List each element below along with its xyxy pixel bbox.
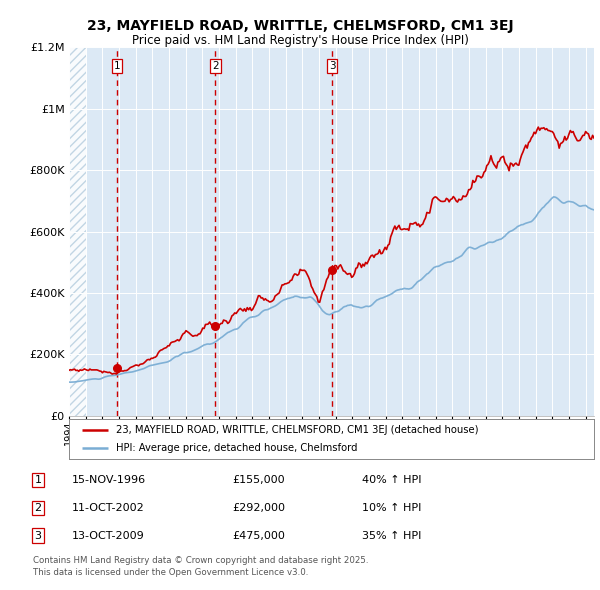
Text: 13-OCT-2009: 13-OCT-2009 [72, 531, 145, 541]
Text: 2: 2 [212, 61, 218, 71]
Text: This data is licensed under the Open Government Licence v3.0.: This data is licensed under the Open Gov… [33, 568, 308, 576]
Text: 1: 1 [35, 475, 41, 485]
Text: Price paid vs. HM Land Registry's House Price Index (HPI): Price paid vs. HM Land Registry's House … [131, 34, 469, 47]
Text: 10% ↑ HPI: 10% ↑ HPI [362, 503, 422, 513]
Text: £475,000: £475,000 [233, 531, 286, 541]
Text: 3: 3 [35, 531, 41, 541]
Text: 40% ↑ HPI: 40% ↑ HPI [362, 475, 422, 485]
Text: £155,000: £155,000 [233, 475, 286, 485]
Text: HPI: Average price, detached house, Chelmsford: HPI: Average price, detached house, Chel… [116, 443, 358, 453]
Text: 2: 2 [35, 503, 41, 513]
Text: Contains HM Land Registry data © Crown copyright and database right 2025.: Contains HM Land Registry data © Crown c… [33, 556, 368, 565]
Text: 11-OCT-2002: 11-OCT-2002 [72, 503, 145, 513]
Text: 35% ↑ HPI: 35% ↑ HPI [362, 531, 422, 541]
Bar [69, 47, 86, 416]
Text: 15-NOV-1996: 15-NOV-1996 [72, 475, 146, 485]
Text: 1: 1 [113, 61, 121, 71]
Text: 3: 3 [329, 61, 335, 71]
Text: 23, MAYFIELD ROAD, WRITTLE, CHELMSFORD, CM1 3EJ (detached house): 23, MAYFIELD ROAD, WRITTLE, CHELMSFORD, … [116, 425, 479, 435]
Text: 23, MAYFIELD ROAD, WRITTLE, CHELMSFORD, CM1 3EJ: 23, MAYFIELD ROAD, WRITTLE, CHELMSFORD, … [86, 19, 514, 33]
Text: £292,000: £292,000 [233, 503, 286, 513]
